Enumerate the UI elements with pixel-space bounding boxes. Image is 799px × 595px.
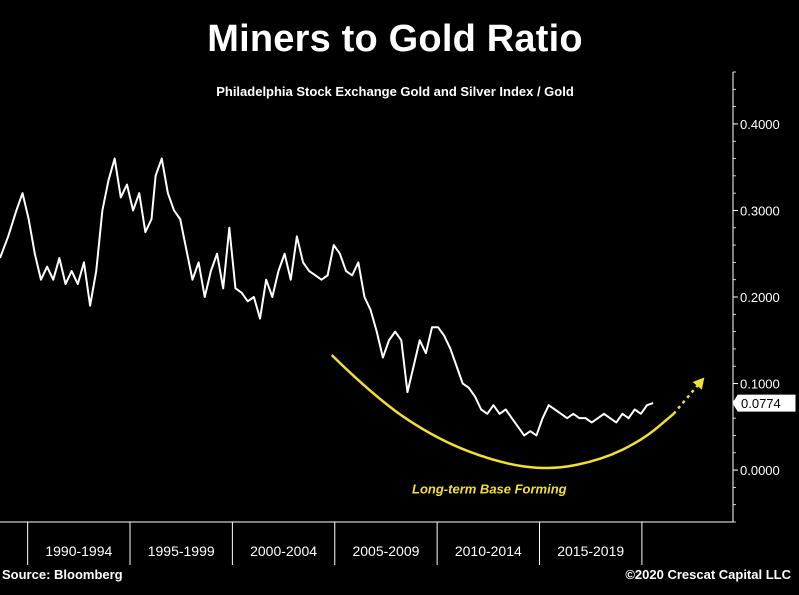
y-tick-label: 0.1000	[740, 377, 780, 392]
breakout-arrow-line	[672, 376, 706, 415]
y-tick-label: 0.3000	[740, 203, 780, 218]
axis-layer: 0.0000 0.1000 0.2000 0.3000 0.4000 1990-1994 1…	[0, 71, 796, 565]
base-forming-label: Long-term Base Forming	[412, 481, 567, 496]
x-tick-label: 1990-1994	[45, 543, 112, 559]
series-layer	[0, 157, 654, 437]
x-tick-label: 2010-2014	[455, 543, 522, 559]
y-tick-label: 0.2000	[740, 290, 780, 305]
y-tick-label: 0.0000	[740, 463, 780, 478]
x-tick-label: 2000-2004	[250, 543, 317, 559]
chart-subtitle: Philadelphia Stock Exchange Gold and Sil…	[216, 84, 574, 99]
last-value-marker	[732, 394, 796, 412]
source-note: Source: Bloomberg	[2, 567, 123, 582]
x-tick-label: 1995-1999	[148, 543, 215, 559]
annotation-layer: Long-term Base Forming	[330, 354, 706, 496]
breakout-arrow-head	[692, 377, 705, 390]
copyright-note: ©2020 Crescat Capital LLC	[625, 567, 791, 582]
ratio-series-line	[0, 157, 654, 437]
y-tick-label: 0.4000	[740, 117, 780, 132]
x-tick-label: 2005-2009	[352, 543, 419, 559]
chart-title: Miners to Gold Ratio	[207, 18, 583, 60]
base-forming-curve	[330, 354, 675, 470]
last-value-label: 0.0774	[741, 396, 781, 411]
x-tick-label: 2015-2019	[557, 543, 624, 559]
